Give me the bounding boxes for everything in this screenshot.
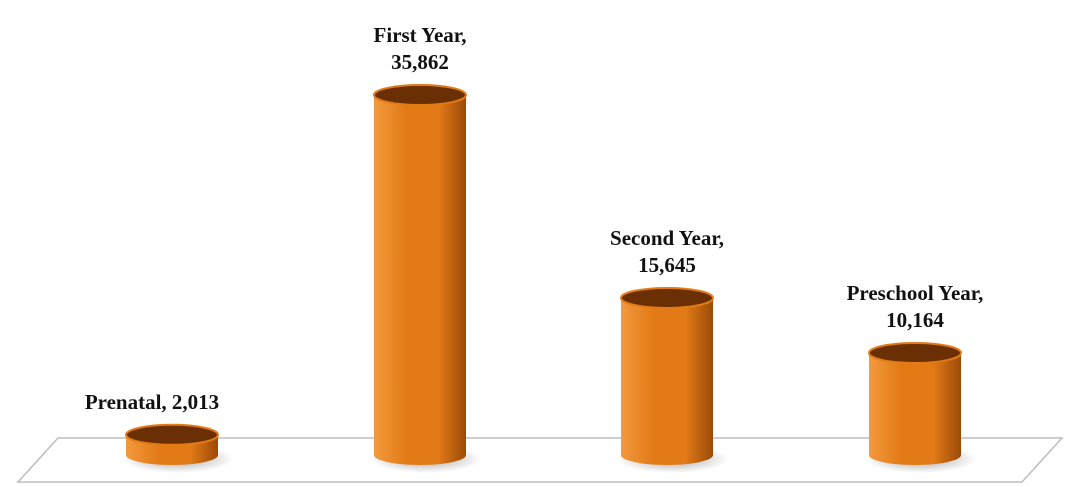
bar-top xyxy=(868,341,962,364)
data-label-line: Preschool Year, xyxy=(847,281,984,305)
data-label-line: 10,164 xyxy=(886,308,944,332)
data-label-first-year: First Year, 35,862 xyxy=(374,23,467,74)
bar-body xyxy=(374,95,466,465)
bar-first-year xyxy=(370,84,482,473)
data-label-second-year: Second Year, 15,645 xyxy=(610,226,724,277)
data-label-prenatal: Prenatal, 2,013 xyxy=(85,390,219,414)
chart-floor xyxy=(16,437,1064,483)
bar-top xyxy=(620,286,714,309)
bars-layer xyxy=(122,84,977,473)
bar-preschool-year xyxy=(865,341,977,473)
bar-body xyxy=(621,297,713,465)
data-label-line: 35,862 xyxy=(391,50,449,74)
bar-top xyxy=(125,423,219,446)
data-label-line: First Year, xyxy=(374,23,467,47)
data-label-line: 15,645 xyxy=(638,253,696,277)
labels-layer: Prenatal, 2,013 First Year, 35,862 Second Y… xyxy=(85,23,984,414)
bar-body xyxy=(869,352,961,465)
data-label-line: Second Year, xyxy=(610,226,724,250)
bar-top xyxy=(373,84,467,106)
data-label-line: Prenatal, 2,013 xyxy=(85,390,219,414)
data-label-preschool-year: Preschool Year, 10,164 xyxy=(847,281,984,332)
bar-prenatal xyxy=(122,423,234,473)
bar-second-year xyxy=(617,286,729,473)
